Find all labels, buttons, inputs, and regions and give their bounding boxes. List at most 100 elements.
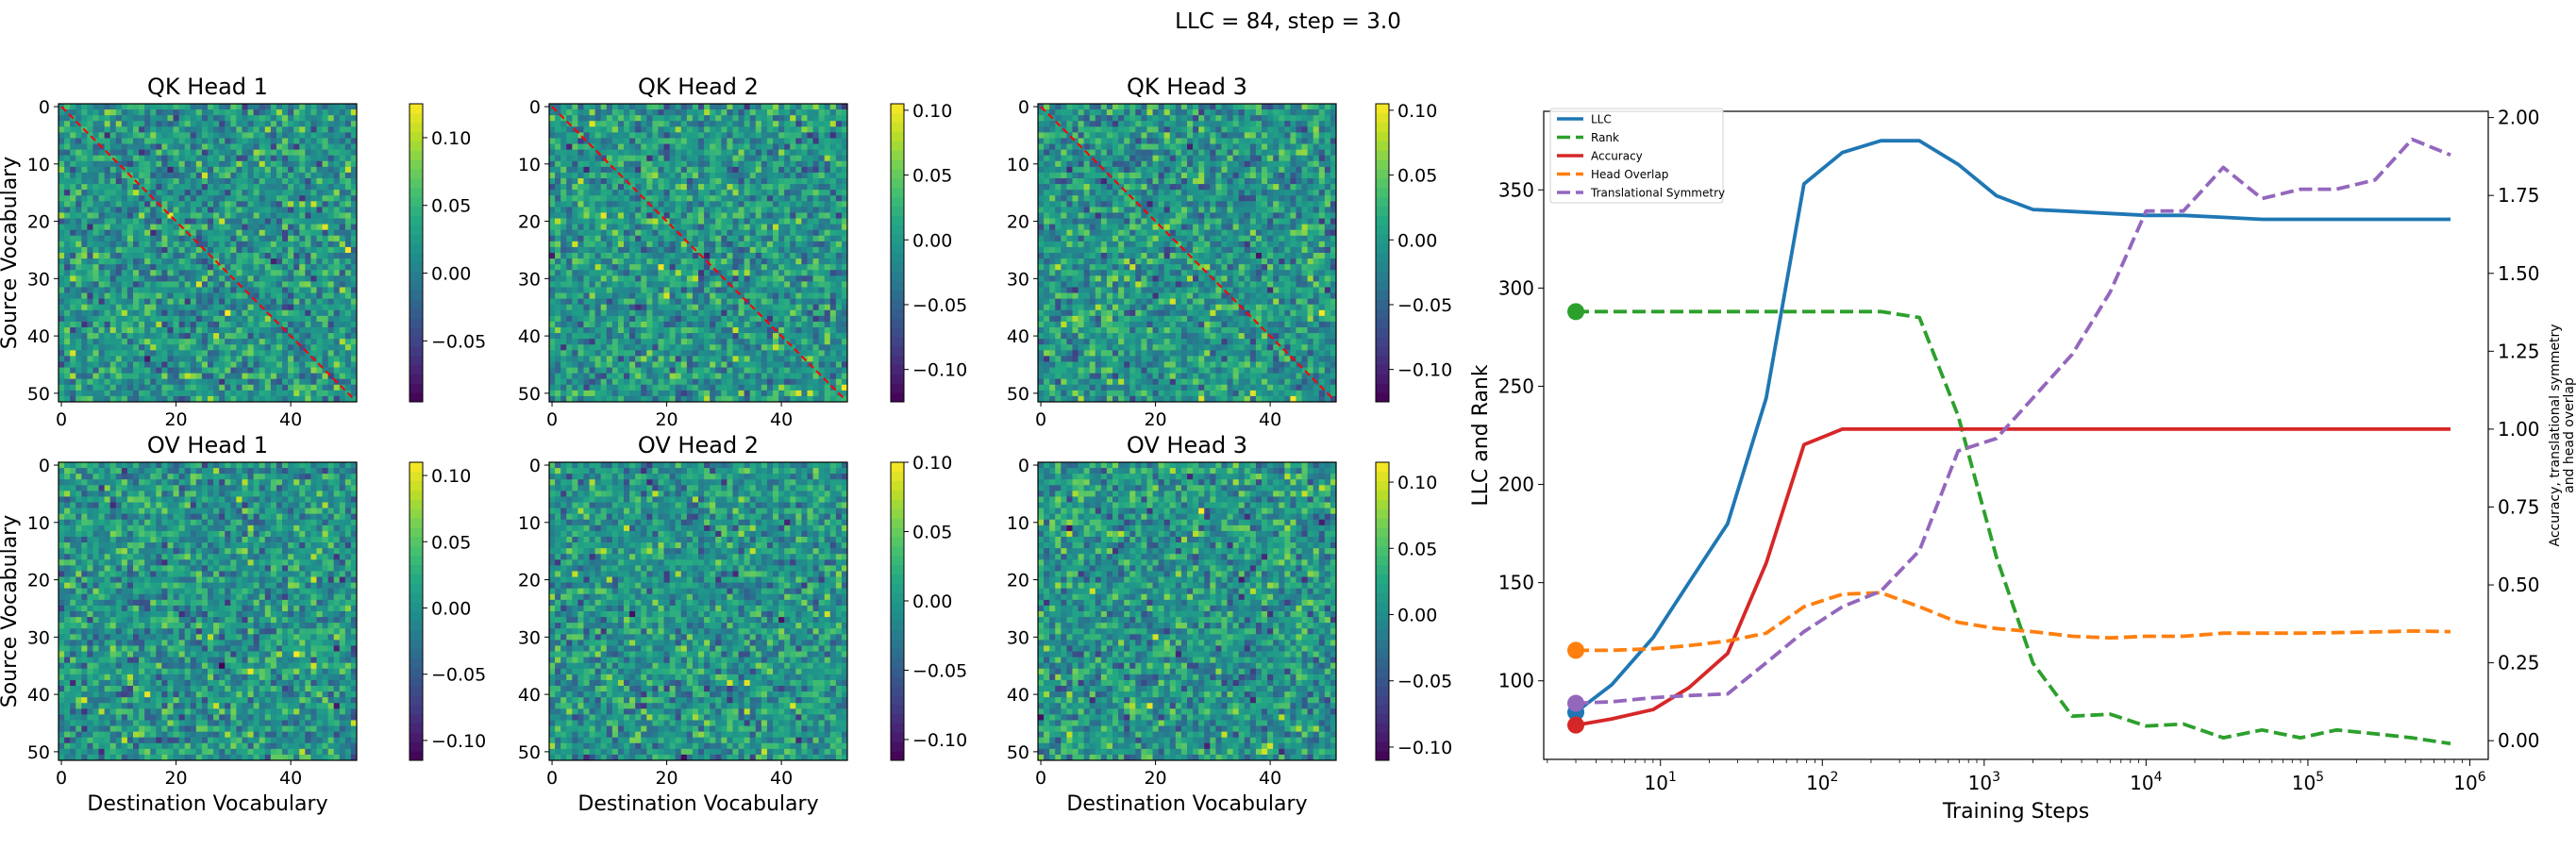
heatmap-cell	[572, 344, 578, 351]
heatmap-cell	[835, 339, 843, 345]
heatmap-cell	[270, 126, 277, 133]
heatmap-cell	[64, 115, 71, 122]
heatmap-cell	[310, 178, 317, 185]
heatmap-cell	[710, 258, 716, 265]
heatmap-cell	[225, 356, 231, 362]
heatmap-cell	[139, 361, 145, 368]
heatmap-cell	[195, 178, 203, 185]
heatmap-cell	[680, 339, 688, 345]
heatmap-cell	[704, 229, 711, 237]
heatmap-cell	[611, 190, 619, 196]
heatmap-cell	[560, 327, 567, 334]
heatmap-cell	[663, 333, 671, 340]
heatmap-cell	[744, 287, 751, 293]
heatmap-cell	[167, 178, 174, 185]
heatmap-cell	[139, 304, 145, 311]
heatmap-cell	[549, 160, 556, 168]
heatmap-cell	[715, 253, 722, 259]
heatmap-cell	[230, 126, 237, 133]
heatmap-cell	[749, 327, 757, 334]
heatmap-cell	[316, 253, 323, 259]
heatmap-cell	[167, 378, 174, 386]
heatmap-cell	[270, 207, 277, 213]
heatmap-cell	[242, 229, 248, 237]
heatmap-cell	[173, 292, 180, 300]
heatmap-cell	[282, 367, 289, 375]
heatmap-cell	[577, 298, 584, 306]
heatmap-cell	[247, 287, 255, 293]
heatmap-cell	[652, 270, 659, 276]
heatmap-cell	[549, 309, 556, 317]
heatmap-cell	[264, 155, 272, 162]
heatmap-cell	[126, 264, 134, 271]
heatmap-cell	[652, 218, 659, 225]
heatmap-cell	[201, 201, 209, 208]
heatmap-cell	[173, 166, 180, 174]
heatmap-cell	[350, 367, 358, 375]
heatmap-cell	[675, 321, 682, 328]
heatmap-cell	[167, 246, 174, 254]
heatmap-cell	[617, 315, 625, 323]
heatmap-cell	[818, 121, 826, 127]
heatmap-cell	[589, 253, 596, 259]
colorbar-segment	[410, 215, 423, 225]
heatmap-cell	[560, 149, 567, 157]
heatmap-cell	[230, 166, 237, 174]
heatmap-cell	[195, 264, 203, 271]
heatmap-cell	[611, 155, 619, 162]
heatmap-cell	[299, 190, 306, 196]
heatmap-cell	[761, 121, 768, 127]
heatmap-cell	[658, 212, 664, 219]
heatmap-cell	[75, 155, 82, 162]
heatmap-cell	[81, 132, 88, 139]
heatmap-cell	[755, 253, 762, 259]
heatmap-cell	[121, 315, 128, 323]
heatmap-cell	[276, 218, 283, 225]
heatmap-cell	[247, 143, 255, 151]
heatmap-cell	[577, 275, 584, 282]
heatmap-cell	[801, 315, 808, 323]
heatmap-cell	[812, 166, 820, 174]
heatmap-cell	[669, 138, 677, 144]
heatmap-cell	[156, 253, 162, 259]
heatmap-cell	[577, 309, 584, 317]
heatmap-cell	[225, 321, 231, 328]
heatmap-cell	[675, 172, 682, 179]
heatmap-cell	[766, 121, 774, 127]
heatmap-cell	[201, 321, 209, 328]
heatmap-cell	[652, 281, 659, 288]
heatmap-cell	[675, 253, 682, 259]
heatmap-cell	[322, 207, 329, 213]
heatmap-cell	[704, 149, 711, 157]
heatmap-cell	[807, 246, 813, 254]
heatmap-cell	[761, 258, 768, 265]
heatmap-cell	[98, 160, 106, 168]
heatmap-cell	[715, 121, 722, 127]
heatmap-cell	[732, 132, 739, 139]
heatmap-cell	[121, 304, 128, 311]
heatmap-cell	[156, 315, 162, 323]
heatmap-cell	[624, 195, 630, 202]
heatmap-cell	[208, 109, 214, 116]
heatmap-cell	[749, 339, 757, 345]
heatmap-cell	[339, 149, 346, 157]
heatmap-cell	[692, 132, 699, 139]
heatmap-cell	[184, 339, 192, 345]
heatmap-cell	[178, 172, 186, 179]
heatmap-cell	[121, 367, 128, 375]
heatmap-cell	[594, 321, 602, 328]
heatmap-panel-1	[54, 103, 427, 407]
heatmap-cell	[624, 207, 630, 213]
heatmap-cell	[646, 344, 653, 351]
heatmap-cell	[721, 246, 728, 254]
heatmap-cell	[299, 367, 306, 375]
heatmap-cell	[795, 201, 802, 208]
heatmap-cell	[70, 190, 76, 196]
heatmap-cell	[104, 378, 111, 386]
heatmap-cell	[167, 207, 174, 213]
heatmap-cell	[259, 356, 266, 362]
heatmap-cell	[790, 143, 796, 151]
heatmap-cell	[264, 212, 272, 219]
heatmap-cell	[87, 327, 93, 334]
heatmap-cell	[208, 235, 214, 242]
